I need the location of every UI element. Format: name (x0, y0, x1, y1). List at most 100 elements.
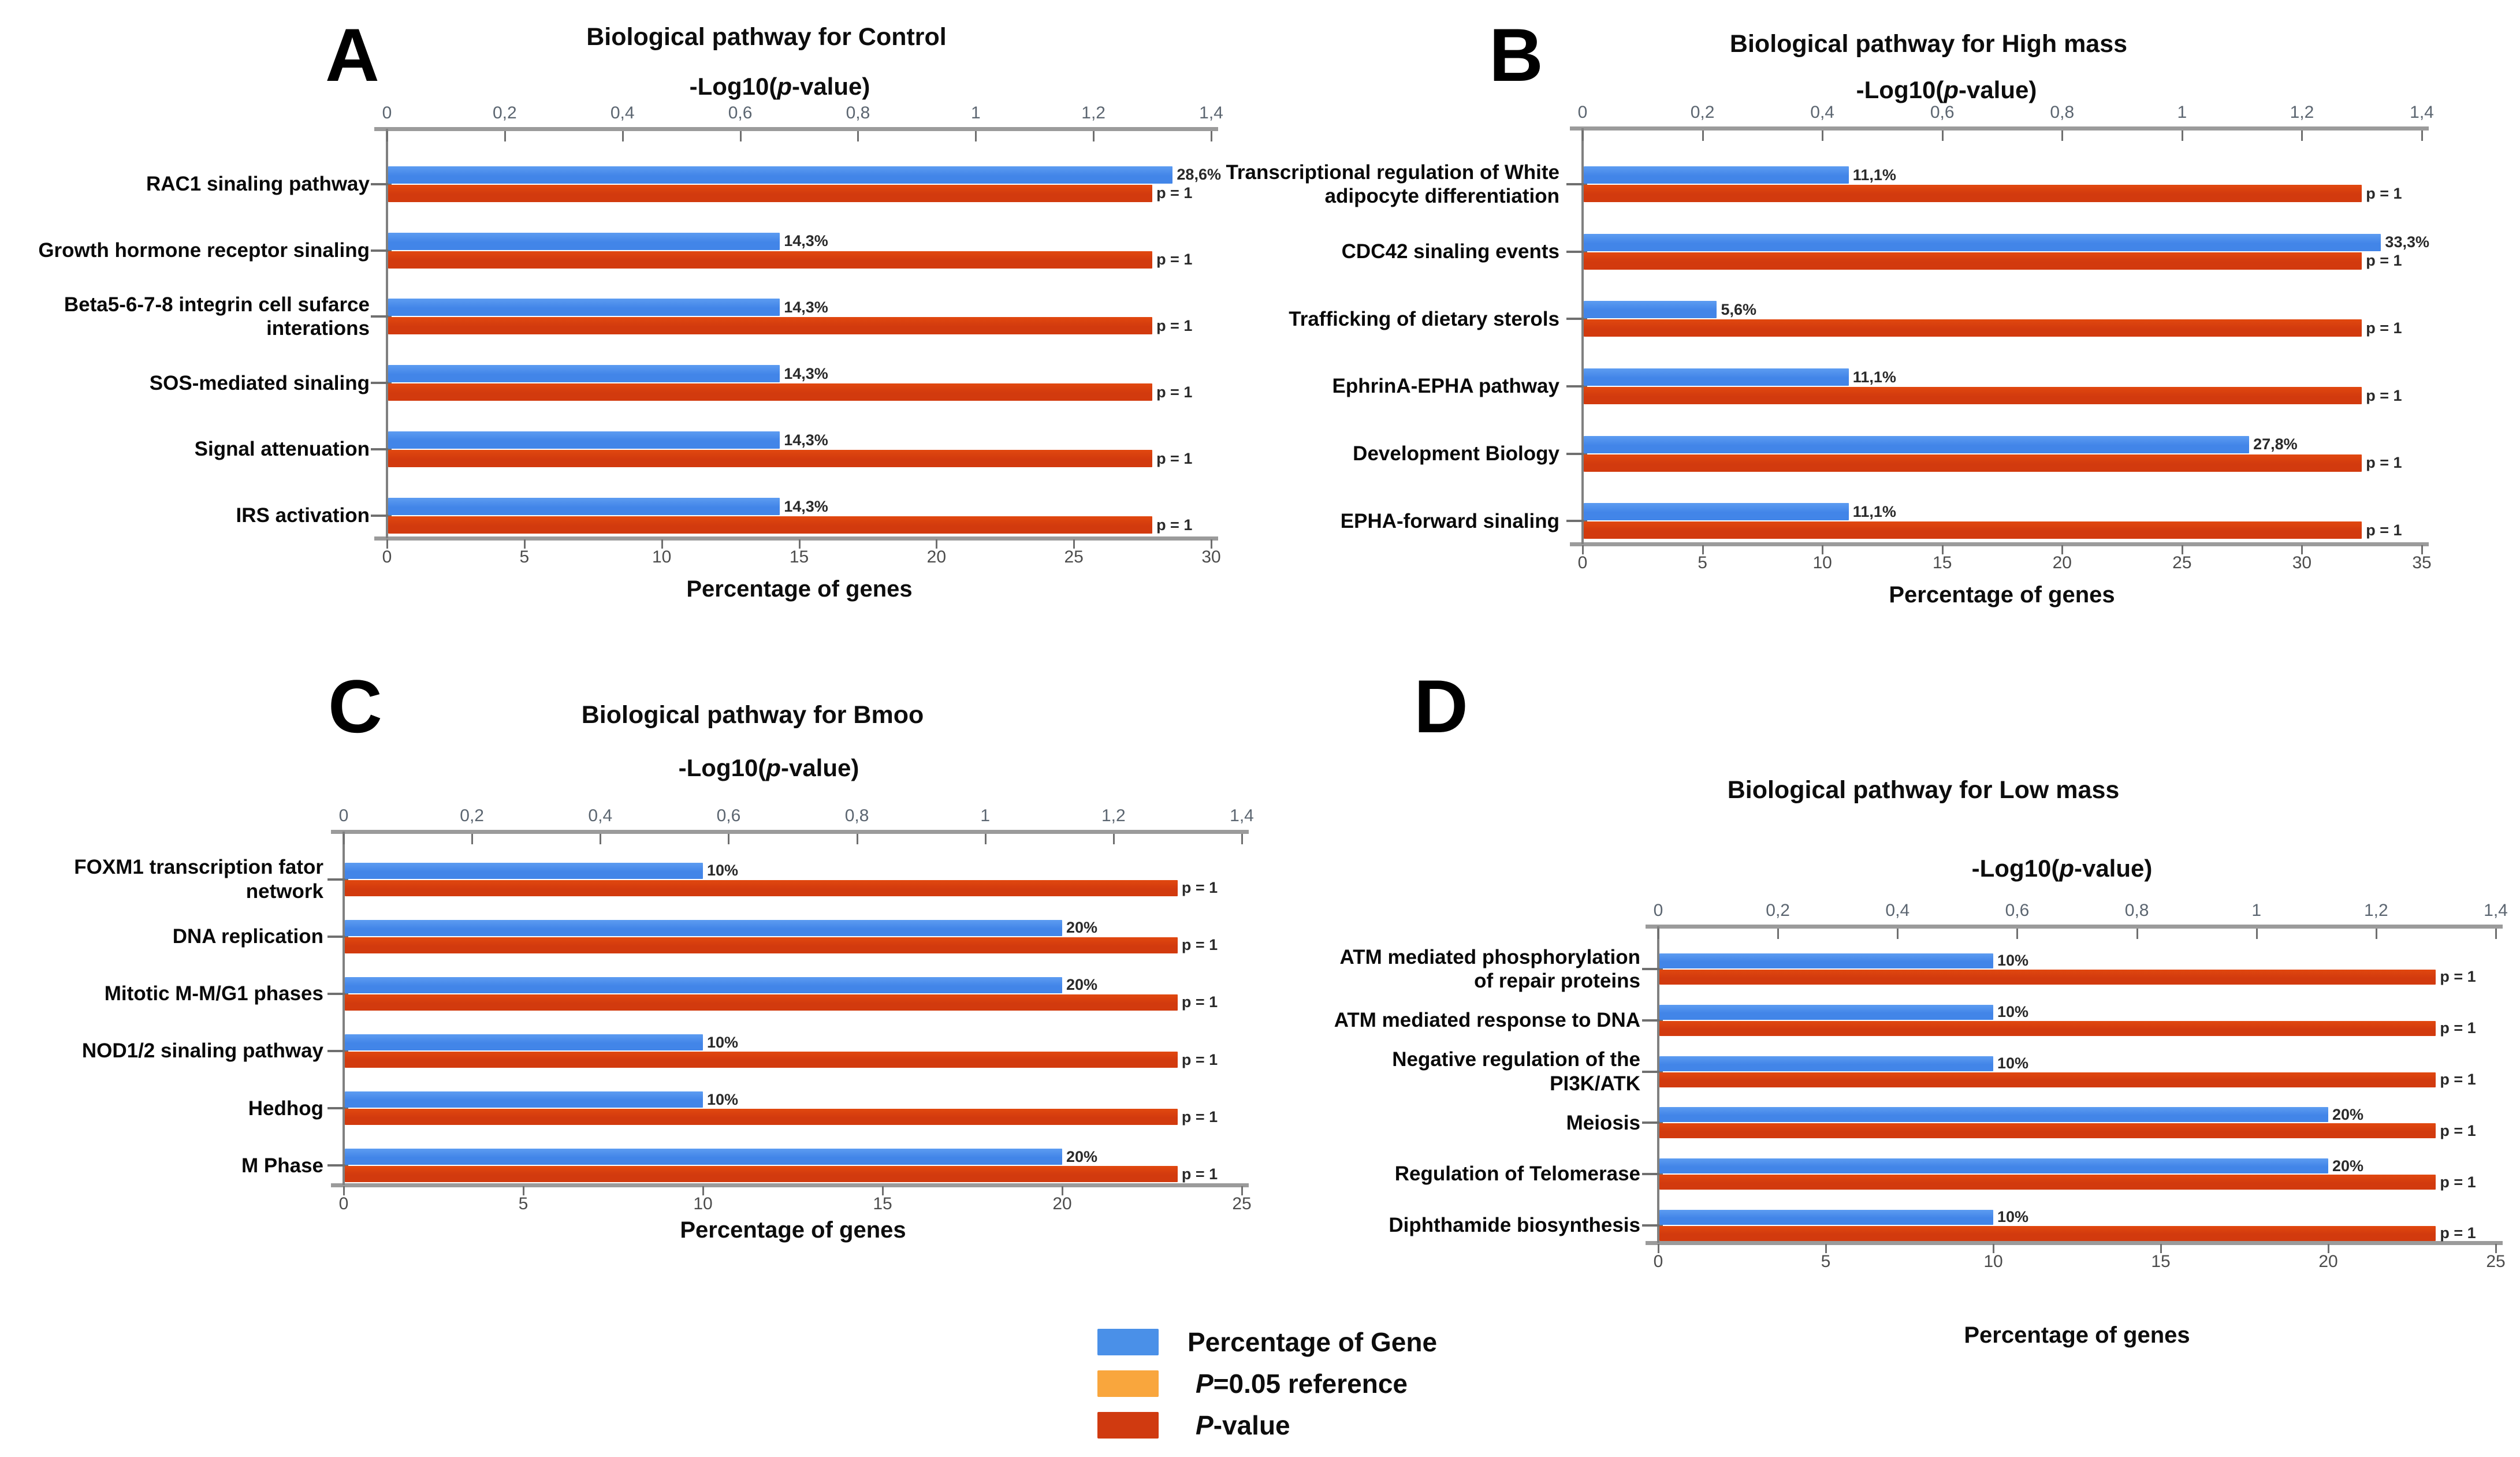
pvalue-bar-label: p = 1 (1156, 383, 1193, 401)
bottom-axis-tick-label: 10 (652, 547, 672, 567)
gene-bar-value: 14,3% (784, 232, 828, 250)
pvalue-bar (345, 1052, 1178, 1068)
gene-bar (1659, 1107, 2328, 1123)
legend-item-gene: Percentage of Gene (1097, 1326, 1437, 1358)
bottom-axis-tick-label: 10 (1812, 553, 1832, 572)
gene-bar-value: 33,3% (2385, 233, 2429, 251)
plot-area: 0 0,2 0,4 0,6 0,8 1 1,2 1,4 0 5 10 15 20 25 30 35 Transc… (1226, 103, 2433, 572)
panel-title: Biological pathway for Low mass (1727, 776, 2120, 804)
pvalue-bar (388, 516, 1153, 534)
category-label: DNA replication (172, 925, 323, 948)
pvalue-bar-label: p = 1 (2366, 521, 2402, 539)
bottom-axis-tick-label: 25 (1064, 547, 1084, 567)
top-axis-line (1646, 925, 2503, 929)
top-axis-tick (504, 131, 506, 141)
top-axis-tick (1241, 834, 1243, 844)
y-axis-line (386, 129, 388, 538)
top-axis-tick-label: 0,2 (1690, 103, 1715, 122)
bottom-axis-tick (2061, 545, 2064, 554)
top-axis-tick-label: 0 (1653, 901, 1663, 920)
gene-bar (1659, 1209, 1993, 1225)
legend-label-text: -value (1213, 1410, 1290, 1440)
pvalue-bar-label: p = 1 (2440, 1019, 2476, 1037)
top-axis-tick-label: 1 (2177, 103, 2187, 122)
gene-bar (1659, 1004, 1993, 1020)
top-axis-title: -Log10(p-value) (690, 73, 870, 100)
y-axis-line (1657, 926, 1659, 1243)
category-tick (1566, 385, 1587, 388)
bottom-axis-tick-label: 20 (1052, 1194, 1072, 1213)
top-axis-tick (471, 834, 474, 844)
category-label: Growth hormone receptor sinaling (38, 239, 370, 262)
top-axis-line (1570, 126, 2429, 131)
gene-bar (1659, 953, 1993, 968)
pvalue-bar (1659, 1020, 2436, 1036)
y-axis-line (343, 832, 345, 1185)
legend-swatch-p-reference (1097, 1370, 1159, 1397)
bottom-axis-tick-label: 0 (1653, 1252, 1663, 1271)
category-label: NOD1/2 sinaling pathway (81, 1039, 323, 1063)
gene-bar-value: 10% (1997, 1054, 2029, 1072)
gene-bar-value: 20% (1066, 976, 1098, 994)
category-tick (371, 182, 392, 185)
category-label: Trafficking of dietary sterols (1289, 307, 1559, 330)
bottom-axis-tick (1241, 1186, 1243, 1195)
top-axis-tick (1941, 131, 1944, 141)
bottom-axis-title: Percentage of genes (1889, 582, 2115, 608)
category-tick (327, 935, 348, 938)
plot-area: 0 0,2 0,4 0,6 0,8 1 1,2 1,4 0 5 10 15 20 25 FOXM1 tran… (74, 806, 1254, 1213)
bottom-axis-tick-label: 25 (2172, 553, 2192, 572)
top-axis-tick (1822, 131, 1824, 141)
gene-bar-value: 14,3% (784, 431, 828, 449)
gene-bar (345, 1091, 703, 1108)
bottom-axis-line (331, 1183, 1249, 1187)
subtitle-pre: -Log10( (1856, 76, 1944, 103)
pvalue-bar-label: p = 1 (2440, 968, 2476, 986)
top-axis-tick-label: 1,4 (1230, 806, 1254, 825)
gene-bar (1584, 233, 2381, 251)
top-axis-tick-label: 0,8 (844, 806, 869, 825)
pvalue-bar-label: p = 1 (1181, 1165, 1218, 1183)
top-axis-tick-label: 0 (382, 103, 392, 122)
panel-title: Biological pathway for High mass (1729, 30, 2128, 58)
bottom-axis-tick (1822, 545, 1824, 554)
pvalue-bar (1584, 387, 2362, 405)
top-axis-tick-label: 1,2 (1101, 806, 1126, 825)
top-axis-tick (739, 131, 742, 141)
category-tick (1642, 1121, 1663, 1124)
pvalue-bar-label: p = 1 (1156, 251, 1193, 269)
pvalue-bar-label: p = 1 (1181, 936, 1218, 954)
top-axis-tick (2136, 929, 2138, 939)
gene-bar-value: 20% (1066, 1147, 1098, 1165)
pvalue-bar (345, 1166, 1178, 1183)
category-tick (1566, 520, 1587, 523)
bottom-axis-tick-label: 25 (1232, 1194, 1252, 1213)
top-axis-line (374, 127, 1218, 131)
legend-swatch-percentage-of-gene (1097, 1329, 1159, 1355)
top-axis-tick (1777, 929, 1780, 939)
bottom-axis-tick (882, 1186, 884, 1195)
legend-label: P-value (1196, 1410, 1290, 1441)
gene-bar-value: 10% (1997, 1208, 2029, 1226)
bottom-axis-tick (2328, 1244, 2329, 1253)
category-label: Transcriptional regulation of White adip… (1226, 161, 1559, 208)
bottom-axis-tick-label: 0 (338, 1194, 349, 1213)
bottom-axis-tick (936, 539, 938, 549)
bottom-axis-tick-label: 15 (2151, 1252, 2171, 1271)
gene-bar-value: 14,3% (784, 497, 828, 515)
legend-swatch-p-value (1097, 1412, 1159, 1439)
pvalue-bar (388, 317, 1153, 335)
pvalue-bar-label: p = 1 (2366, 252, 2402, 270)
panel-title: Biological pathway for Control (586, 23, 947, 51)
bottom-axis-tick (2160, 1244, 2162, 1253)
bottom-axis-tick (2181, 545, 2183, 554)
gene-bar (1584, 368, 1849, 386)
top-axis-tick (2016, 929, 2019, 939)
category-label: Mitotic M-M/G1 phases (104, 982, 323, 1005)
pvalue-bar-label: p = 1 (1181, 993, 1218, 1011)
category-tick (1566, 250, 1587, 253)
top-axis-tick-label: 0 (338, 806, 349, 825)
gene-bar-value: 10% (1997, 1003, 2029, 1021)
legend-label: Percentage of Gene (1188, 1326, 1437, 1358)
panel-letter: C (328, 664, 382, 748)
